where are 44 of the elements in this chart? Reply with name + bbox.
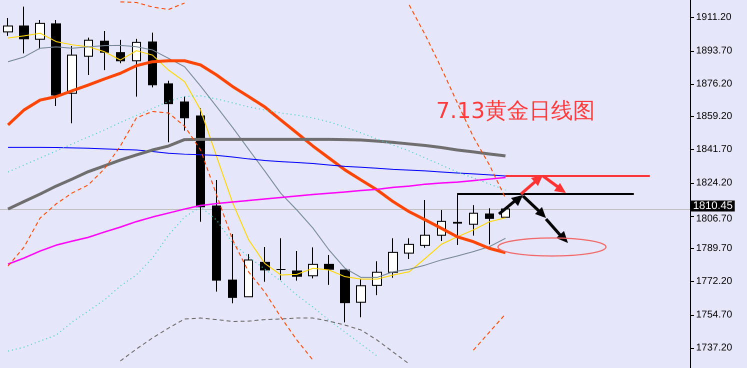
line-series xyxy=(8,146,506,177)
candlestick xyxy=(324,254,334,286)
line-series xyxy=(6,59,507,254)
candlestick xyxy=(356,278,366,318)
line-series xyxy=(120,318,410,365)
candlestick xyxy=(84,37,93,76)
candlestick xyxy=(196,108,205,222)
candlestick xyxy=(164,80,173,143)
candlestick xyxy=(132,38,141,98)
candlestick xyxy=(260,246,270,282)
y-tick-label: 1806.70 xyxy=(696,214,733,225)
y-tick-label: 1737.20 xyxy=(696,342,733,354)
candlestick xyxy=(469,204,478,236)
candlestick xyxy=(420,199,430,248)
y-tick-label: 1754.70 xyxy=(696,309,733,320)
candlestick xyxy=(212,180,221,292)
candlestick xyxy=(244,254,253,298)
candlestick xyxy=(35,19,45,50)
candlestick xyxy=(67,45,77,124)
text: 7.13黄金日线图 xyxy=(436,98,595,126)
y-tick-label: 1911.20 xyxy=(696,12,732,24)
y-tick-label: 1789.70 xyxy=(696,242,733,254)
candlestick xyxy=(51,19,61,106)
y-tick-label: 1859.20 xyxy=(696,110,733,122)
y-tick-label: 1893.70 xyxy=(696,45,733,56)
candlestick xyxy=(485,208,494,245)
y-tick-label: 1876.20 xyxy=(696,78,733,90)
y-tick-label: 1772.20 xyxy=(696,276,733,288)
candlestick xyxy=(308,246,318,279)
line-series xyxy=(8,206,378,357)
line-series xyxy=(7,176,506,265)
ref-line-label: 1810.45 xyxy=(693,200,733,212)
candlestick xyxy=(340,268,350,323)
line-series xyxy=(8,95,506,191)
candlestick xyxy=(180,96,189,132)
candlestick xyxy=(3,18,13,36)
candlestick xyxy=(228,233,237,304)
candlestick xyxy=(19,6,29,54)
candlestick xyxy=(404,238,414,260)
candlestick xyxy=(276,238,286,281)
y-tick-label: 1824.20 xyxy=(696,177,733,188)
line-series xyxy=(6,138,507,211)
candlestick xyxy=(388,238,398,278)
y-tick-label: 1841.70 xyxy=(696,144,733,156)
